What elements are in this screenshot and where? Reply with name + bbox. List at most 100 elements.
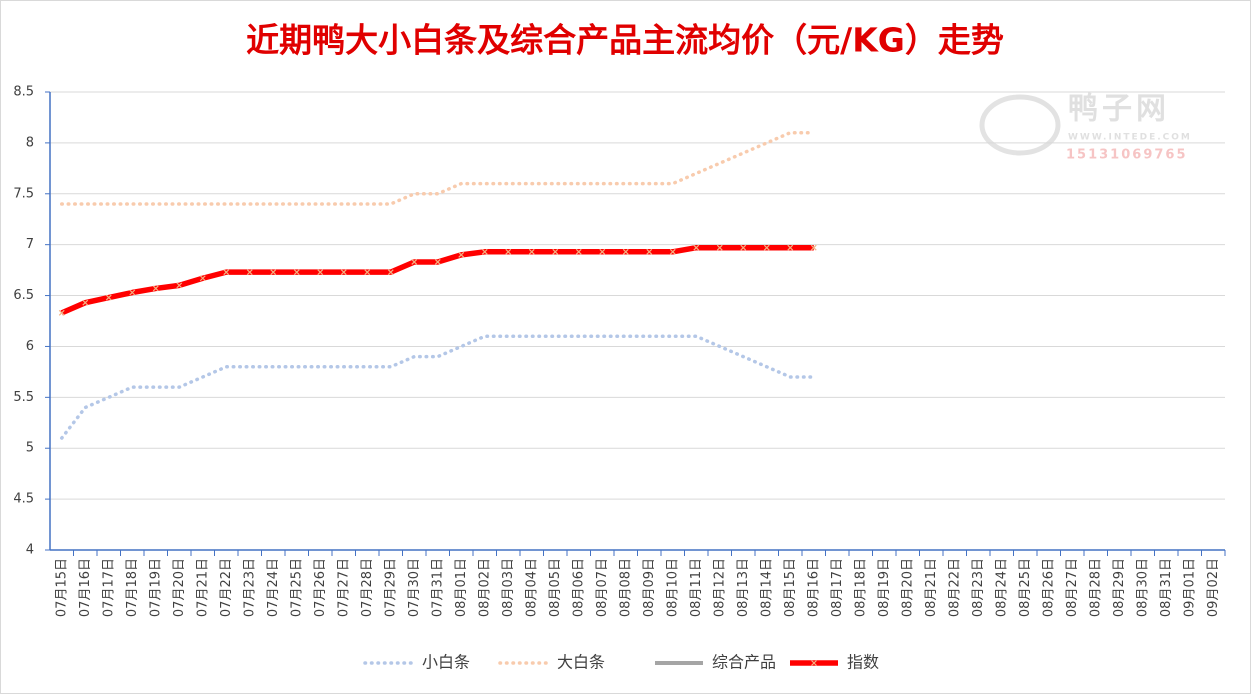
x-tick-label: 08月25日: [1018, 558, 1033, 617]
x-tick-label: 07月30日: [407, 558, 422, 617]
x-tick-label: 08月13日: [736, 558, 751, 617]
x-tick-label: 08月04日: [524, 558, 539, 617]
x-tick-label: 08月20日: [900, 558, 915, 617]
x-tick-label: 09月02日: [1206, 558, 1221, 617]
x-tick-label: 07月22日: [219, 558, 234, 617]
x-tick-label: 07月21日: [195, 558, 210, 617]
series-marker: [787, 244, 794, 251]
watermark-phone: 15131069765: [1066, 148, 1188, 163]
series-marker: [58, 309, 65, 316]
x-tick-label: 08月31日: [1159, 558, 1174, 617]
y-tick-label: 7.5: [13, 186, 34, 201]
x-tick-label: 08月29日: [1112, 558, 1127, 617]
x-tick-label: 08月28日: [1088, 558, 1103, 617]
y-tick-label: 8.5: [13, 85, 34, 100]
x-tick-label: 08月07日: [595, 558, 610, 617]
x-tick-label: 07月17日: [101, 558, 116, 617]
x-tick-label: 07月25日: [289, 558, 304, 617]
series-marker: [223, 269, 230, 276]
series-marker: [740, 244, 747, 251]
x-tick-label: 07月20日: [172, 558, 187, 617]
series-marker: [622, 248, 629, 255]
series-marker: [552, 248, 559, 255]
series-line: [60, 130, 816, 206]
series-marker: [434, 259, 441, 265]
series-marker: [105, 294, 112, 301]
x-tick-label: 08月08日: [618, 558, 633, 617]
x-tick-label: 09月01日: [1182, 558, 1197, 617]
x-tick-label: 08月09日: [642, 558, 657, 617]
x-tick-label: 07月19日: [148, 558, 163, 617]
series-marker: [340, 269, 347, 276]
x-tick-label: 08月30日: [1135, 558, 1150, 617]
watermark-url: WWW.INTEDE.COM: [1068, 133, 1192, 143]
x-tick-label: 08月01日: [454, 558, 469, 617]
watermark-text: 鸭子网: [1068, 92, 1170, 127]
series-marker: [129, 289, 136, 296]
x-tick-label: 07月28日: [360, 558, 375, 617]
y-tick-label: 4: [26, 543, 34, 558]
y-tick-label: 6: [26, 339, 34, 354]
x-tick-label: 08月19日: [877, 558, 892, 617]
x-tick-label: 07月15日: [54, 558, 69, 617]
y-tick-label: 8: [26, 135, 34, 150]
legend-label: 小白条: [422, 653, 470, 672]
y-tick-label: 5: [26, 441, 34, 456]
legend-label: 综合产品: [712, 653, 776, 672]
series-marker: [199, 275, 206, 282]
watermark: 鸭子网 WWW.INTEDE.COM 15131069765: [979, 92, 1192, 163]
legend-label: 大白条: [557, 653, 605, 672]
series-marker: [246, 269, 253, 276]
x-tick-label: 08月18日: [853, 558, 868, 617]
x-tick-label: 08月24日: [994, 558, 1009, 617]
x-tick-label: 08月11日: [689, 558, 704, 617]
series-marker: [575, 248, 582, 255]
x-tick-label: 08月12日: [712, 558, 727, 617]
legend-label: 指数: [847, 653, 879, 672]
series-marker: [528, 248, 535, 255]
series-marker: [646, 248, 653, 255]
x-tick-label: 07月31日: [430, 558, 445, 617]
series-line: [60, 334, 816, 440]
y-tick-label: 5.5: [13, 390, 34, 405]
series-marker: [763, 244, 770, 251]
x-tick-label: 07月23日: [242, 558, 257, 617]
series-marker: [411, 259, 418, 265]
x-tick-label: 07月26日: [313, 558, 328, 617]
series-marker: [364, 269, 371, 276]
series-marker: [176, 282, 183, 289]
x-tick-label: 07月29日: [383, 558, 398, 617]
series-marker: [481, 248, 488, 255]
x-tick-label: 08月21日: [924, 558, 939, 617]
series-marker: [458, 251, 465, 258]
x-tick-label: 08月15日: [783, 558, 798, 617]
x-tick-label: 08月10日: [665, 558, 680, 617]
y-tick-label: 6.5: [13, 288, 34, 303]
legend-marker: [811, 660, 817, 666]
series-marker: [599, 248, 606, 255]
x-tick-label: 08月03日: [501, 558, 516, 617]
x-tick-label: 07月18日: [125, 558, 140, 617]
y-tick-label: 4.5: [13, 492, 34, 507]
x-tick-label: 08月22日: [947, 558, 962, 617]
series-marker: [387, 269, 394, 276]
x-tick-label: 08月02日: [477, 558, 492, 617]
series-marker: [270, 269, 277, 276]
series-marker: [716, 244, 723, 251]
x-tick-label: 08月26日: [1041, 558, 1056, 617]
y-tick-label: 7: [26, 237, 34, 252]
series-marker: [669, 248, 676, 255]
x-tick-label: 08月14日: [759, 558, 774, 617]
x-tick-label: 08月16日: [806, 558, 821, 617]
x-tick-label: 08月17日: [830, 558, 845, 617]
x-tick-label: 08月27日: [1065, 558, 1080, 617]
series-marker: [505, 248, 512, 255]
x-tick-label: 08月05日: [548, 558, 563, 617]
chart-title: 近期鸭大小白条及综合产品主流均价（元/KG）走势: [246, 21, 1004, 60]
watermark-logo: [979, 94, 1061, 156]
x-tick-label: 08月23日: [971, 558, 986, 617]
series-marker: [293, 269, 300, 276]
x-tick-label: 07月16日: [78, 558, 93, 617]
